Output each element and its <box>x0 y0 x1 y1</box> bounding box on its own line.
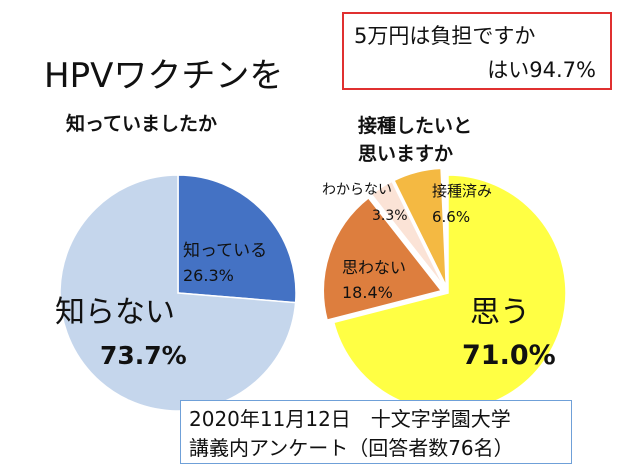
chart-2-label-1-value: 18.4% <box>342 283 393 302</box>
chart-2-title: 接種したいと 思いますか <box>358 115 473 165</box>
chart-2-label-1-name: 思わない <box>342 258 406 277</box>
chart-1-title: 知っていましたか <box>66 113 218 135</box>
chart-2-label-2-value: 3.3% <box>372 208 408 224</box>
chart-2-label-0-value: 71.0% <box>462 340 556 371</box>
callout-answer: はい94.7% <box>487 58 596 82</box>
survey-date-school: 2020年11月12日 十文字学園大学 <box>189 407 511 431</box>
page-title: HPVワクチンを <box>44 56 284 96</box>
chart-1-label-0-value: 26.3% <box>183 266 234 285</box>
chart-2-label-3-value: 6.6% <box>432 208 470 226</box>
chart-1-label-1-name: 知らない <box>55 295 175 330</box>
chart-2-slice-1 <box>322 196 443 322</box>
survey-description: 講義内アンケート（回答者数76名） <box>189 436 514 460</box>
callout-question: 5万円は負担ですか <box>354 24 536 48</box>
chart-1-label-0-name: 知っている <box>183 241 267 261</box>
survey-note-box: 2020年11月12日 十文字学園大学 講義内アンケート（回答者数76名） <box>180 400 572 464</box>
chart-1-slice-1 <box>59 174 297 412</box>
chart-1-label-1-value: 73.7% <box>100 341 187 370</box>
callout-box: 5万円は負担ですか はい94.7% <box>342 12 612 90</box>
chart-1-slice-0 <box>177 174 297 304</box>
chart-2-slice-0 <box>332 174 567 412</box>
chart-2-label-3-name: 接種済み <box>432 182 492 200</box>
chart-2-label-0-name: 思う <box>470 295 530 330</box>
chart-2-slice-3 <box>393 167 448 287</box>
chart-2-slice-2 <box>370 180 445 288</box>
chart-2-label-2-name: わからない <box>322 182 392 198</box>
